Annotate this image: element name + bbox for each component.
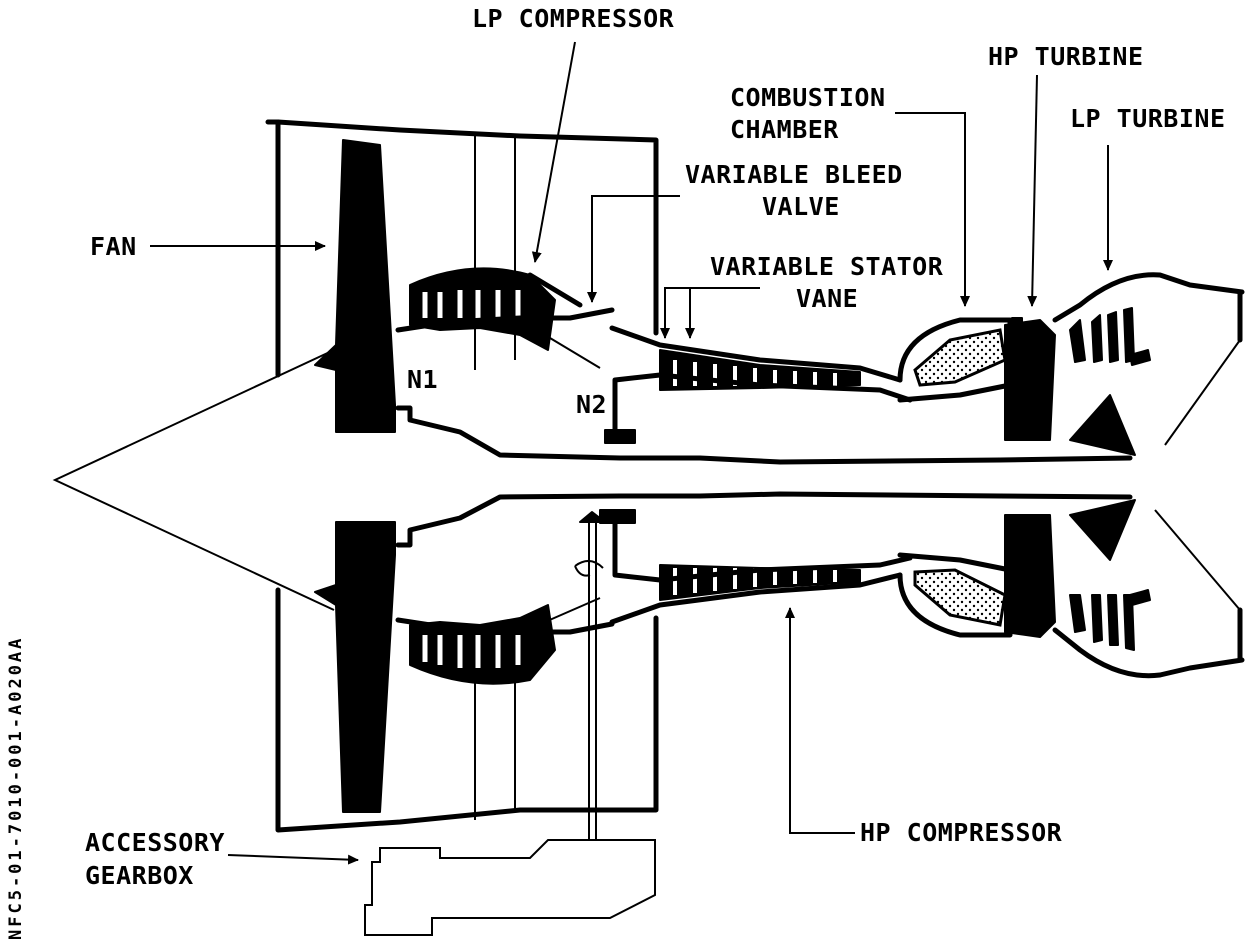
lp-compressor-upper [395, 267, 615, 351]
lp-turbine-lower [1052, 499, 1245, 679]
accessory-gearbox [364, 839, 656, 936]
label-fan: FAN [90, 232, 137, 261]
hp-compressor-leader [785, 607, 855, 834]
nacelle [265, 119, 659, 833]
lp-turbine-upper [1052, 272, 1245, 456]
bleed-flow-lines [544, 334, 601, 623]
hp-turbine-leader [1027, 74, 1038, 307]
label-variable-bleed-2: VALVE [762, 192, 840, 221]
label-combustion-1: COMBUSTION [730, 83, 886, 112]
label-combustion-2: CHAMBER [730, 115, 839, 144]
nose-cone [52, 349, 335, 611]
core-shaft-upper [395, 405, 1133, 465]
label-lp-compressor: LP COMPRESSOR [472, 4, 675, 33]
label-variable-bleed-1: VARIABLE BLEED [685, 160, 903, 189]
label-accessory-1: ACCESSORY [85, 828, 225, 857]
label-hp-compressor: HP COMPRESSOR [860, 818, 1063, 847]
hp-compressor-upper [604, 325, 913, 444]
combustion-leader [895, 112, 970, 307]
label-accessory-2: GEARBOX [85, 861, 194, 890]
fan-blade-lower [314, 521, 396, 813]
lp-compressor-leader [531, 41, 576, 263]
label-variable-stator-2: VANE [796, 284, 858, 313]
leader-lines [150, 41, 1113, 865]
label-hp-turbine: HP TURBINE [988, 42, 1144, 71]
variable-stator-leader [660, 287, 760, 339]
fan-blade-upper [314, 139, 396, 433]
hp-compressor-lower [599, 509, 913, 625]
document-id: NFC5-01-7010-001-A020AA [6, 636, 26, 940]
labels: LP COMPRESSOR HP TURBINE COMBUSTION CHAM… [6, 4, 1226, 940]
combustion-chamber-upper [897, 317, 1013, 403]
label-n1: N1 [407, 365, 438, 394]
accessory-drive-shaft [574, 511, 606, 840]
hp-turbine-lower [1004, 514, 1056, 638]
label-variable-stator-1: VARIABLE STATOR [710, 252, 944, 281]
lp-compressor-lower [395, 604, 615, 685]
hp-turbine-upper [1004, 317, 1056, 441]
label-n2: N2 [576, 390, 607, 419]
core-shaft-lower [395, 491, 1133, 548]
combustion-chamber-lower [897, 552, 1013, 638]
variable-bleed-leader [587, 195, 680, 303]
label-lp-turbine: LP TURBINE [1070, 104, 1226, 133]
accessory-gearbox-leader [227, 854, 359, 865]
